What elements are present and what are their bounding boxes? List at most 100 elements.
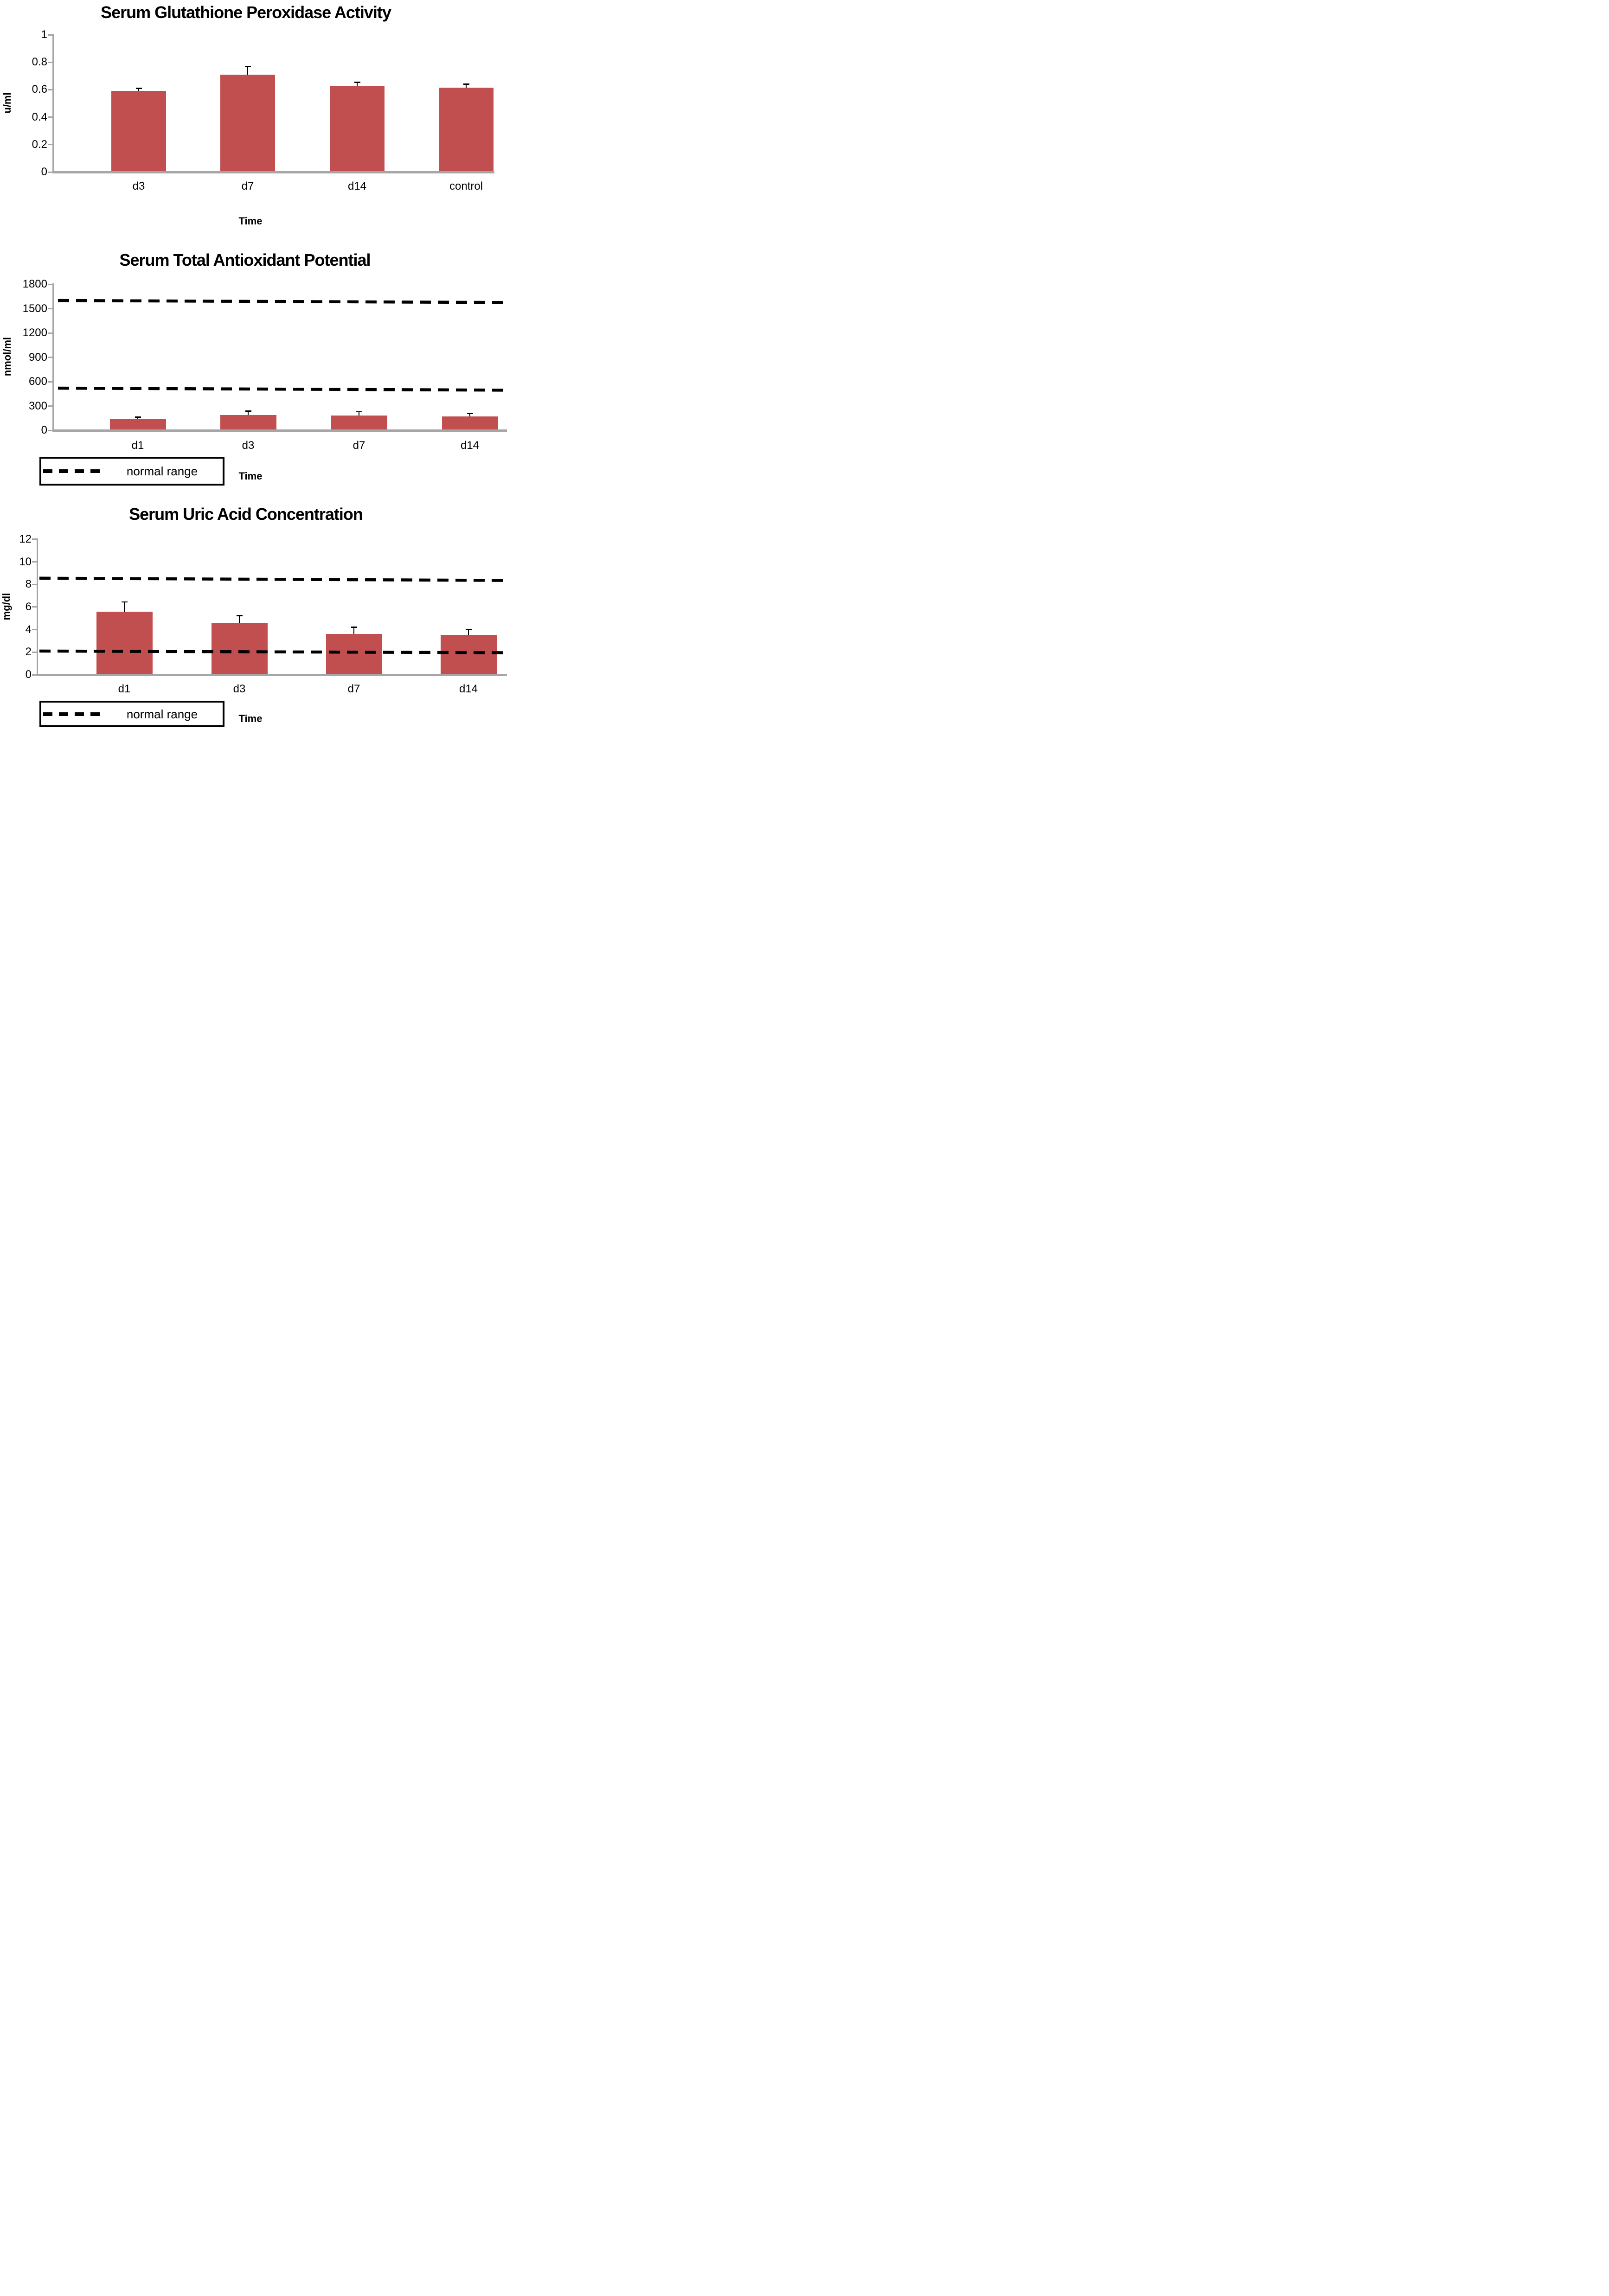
y-tick-label: 1800	[22, 278, 47, 290]
error-bar	[465, 84, 467, 88]
legend-label: normal range	[126, 464, 198, 478]
x-tick-label: d3	[132, 180, 145, 192]
y-tick-label: 0.8	[32, 56, 47, 69]
y-axis-tick	[32, 606, 37, 608]
bar	[211, 622, 268, 674]
error-bar	[468, 629, 469, 635]
x-axis-line	[52, 171, 494, 173]
chart-title: Serum Uric Acid Concentration	[129, 505, 363, 524]
y-tick-label: 1	[41, 28, 47, 41]
legend-box	[39, 457, 224, 486]
y-tick-label: 300	[28, 399, 47, 412]
y-tick-label: 1200	[22, 326, 47, 339]
error-bar	[138, 88, 140, 91]
error-bar-cap	[236, 614, 243, 616]
error-bar-cap	[245, 410, 251, 412]
legend-dash-sample	[43, 712, 102, 716]
y-axis-tick	[48, 34, 52, 36]
chart-title: Serum Total Antioxidant Potential	[119, 250, 371, 269]
normal-range-upper-line	[39, 576, 510, 582]
y-tick-label: 8	[25, 578, 32, 591]
y-tick-label: 0.4	[32, 110, 47, 123]
error-bar-cap	[244, 65, 251, 67]
x-tick-label: d7	[353, 439, 365, 452]
x-tick-label: d14	[460, 439, 480, 452]
x-axis-title: Time	[238, 713, 263, 724]
y-axis-tick	[48, 89, 52, 90]
y-axis-line	[52, 283, 54, 431]
x-tick-label: d7	[347, 683, 360, 695]
y-tick-label: 0.6	[32, 83, 47, 96]
error-bar-cap	[467, 412, 473, 414]
bar	[96, 611, 153, 674]
error-bar-cap	[135, 88, 142, 89]
x-tick-label: d7	[241, 180, 254, 192]
x-axis-title: Time	[238, 215, 263, 227]
bar	[326, 634, 382, 674]
x-axis-title: Time	[238, 470, 263, 482]
y-axis-tick	[48, 381, 52, 383]
chart-title: Serum Glutathione Peroxidase Activity	[101, 3, 391, 22]
bar	[330, 85, 385, 171]
y-axis-tick	[48, 308, 52, 309]
y-tick-label: 900	[28, 351, 47, 364]
x-tick-label: d14	[347, 180, 367, 192]
x-tick-label: control	[449, 180, 483, 192]
x-axis-line	[37, 674, 507, 676]
y-axis-tick	[48, 283, 52, 285]
y-tick-label: 0	[41, 166, 47, 178]
legend-dash-sample	[43, 469, 102, 473]
y-axis-tick	[32, 651, 37, 653]
y-tick-label: 6	[25, 600, 32, 613]
y-axis-unit-label: mg/dl	[0, 593, 12, 620]
error-bar-cap	[463, 83, 469, 85]
error-bar-cap	[465, 629, 472, 630]
normal-range-upper-line	[58, 299, 510, 304]
error-bar	[353, 627, 355, 634]
y-axis-tick	[48, 332, 52, 334]
bar	[220, 74, 275, 171]
y-tick-label: 10	[19, 555, 32, 568]
error-bar-cap	[356, 411, 362, 413]
y-tick-label: 1500	[22, 302, 47, 315]
x-tick-label: d3	[242, 439, 255, 452]
normal-range-lower-line	[58, 386, 510, 392]
x-tick-label: d1	[118, 683, 131, 695]
error-bar	[137, 417, 139, 419]
y-tick-label: 0	[25, 668, 32, 681]
y-axis-tick	[48, 144, 52, 146]
x-tick-label: d3	[233, 683, 246, 695]
legend-label: normal range	[126, 707, 198, 721]
y-axis-tick	[48, 405, 52, 407]
y-axis-line	[37, 538, 38, 676]
error-bar	[123, 601, 125, 612]
y-axis-tick	[32, 629, 37, 631]
y-tick-label: 0.2	[32, 138, 47, 151]
error-bar-cap	[351, 627, 357, 628]
y-tick-label: 12	[19, 532, 32, 545]
error-bar	[247, 66, 249, 75]
y-axis-tick	[32, 583, 37, 585]
error-bar	[247, 411, 249, 415]
y-axis-tick	[32, 561, 37, 563]
y-axis-tick	[48, 61, 52, 63]
y-axis-tick	[32, 538, 37, 540]
error-bar-cap	[354, 81, 360, 83]
bar	[109, 418, 166, 429]
y-tick-label: 0	[41, 424, 47, 436]
error-bar-cap	[135, 416, 141, 418]
y-tick-label: 2	[25, 646, 32, 659]
x-tick-label: d1	[131, 439, 144, 452]
error-bar	[356, 82, 358, 86]
y-axis-unit-label: nmol/ml	[1, 337, 13, 377]
bar	[331, 415, 387, 429]
bar	[439, 87, 494, 171]
y-axis-line	[52, 34, 54, 173]
error-bar	[469, 413, 471, 417]
figure-canvas: Serum Glutathione Peroxidase Activity 1 0.…	[0, 0, 510, 728]
y-axis-unit-label: u/ml	[1, 92, 13, 114]
x-tick-label: d14	[459, 683, 478, 695]
bar	[220, 415, 276, 429]
error-bar-cap	[121, 601, 128, 603]
bar	[440, 634, 497, 674]
